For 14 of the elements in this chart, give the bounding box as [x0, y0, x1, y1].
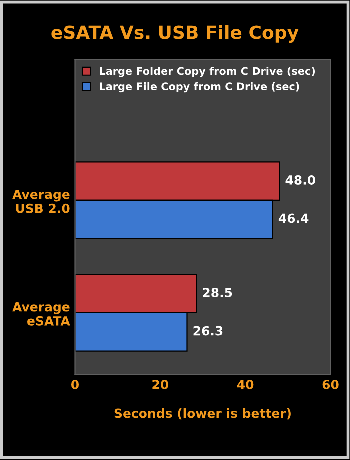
text: 26.3 — [194, 326, 223, 336]
y-tick-label: Average eSATA — [12, 302, 70, 326]
x-tick-label: 0 — [72, 380, 79, 390]
text: 48.0 — [286, 176, 316, 185]
text: 46.4 — [278, 214, 309, 224]
x-tick-label: 40 — [237, 380, 254, 390]
x-tick-label: 20 — [152, 380, 169, 390]
chart-title: eSATA Vs. USB File Copy — [52, 25, 299, 43]
y-tick-label: Average USB 2.0 — [12, 190, 70, 214]
legend-label: Large Folder Copy from C Drive (sec) — [100, 67, 316, 78]
legend-label: Large File Copy from C Drive (sec) — [100, 82, 300, 93]
x-tick-label: 60 — [322, 380, 339, 390]
x-axis-title: Seconds (lower is better) — [114, 408, 291, 420]
text: 28.5 — [203, 288, 232, 298]
